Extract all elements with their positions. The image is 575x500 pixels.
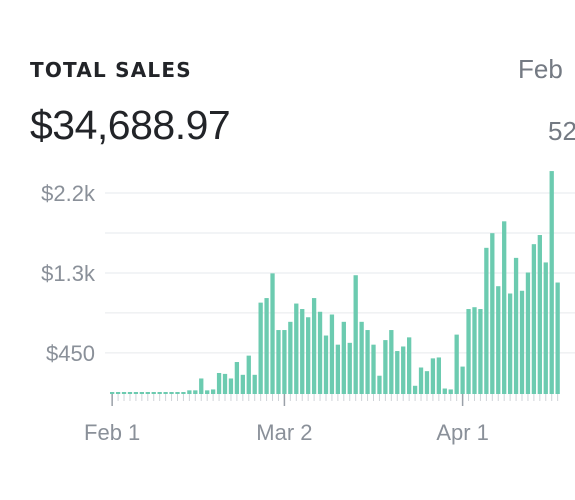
period-value: 52 (548, 116, 575, 146)
bar (466, 309, 471, 394)
bar (442, 388, 447, 394)
bar (401, 346, 406, 394)
bar (270, 273, 275, 394)
bar (151, 392, 156, 394)
bar (300, 309, 305, 394)
bar (246, 355, 251, 394)
bar (323, 335, 329, 394)
bar (210, 389, 216, 394)
bar (389, 330, 394, 394)
bar (454, 334, 459, 394)
bar (484, 247, 489, 394)
bar (294, 303, 299, 394)
bar (240, 374, 245, 394)
bar (430, 358, 436, 394)
bar (282, 330, 287, 394)
bar (412, 385, 418, 394)
bar (127, 392, 133, 394)
bar (341, 321, 346, 394)
bar (145, 392, 150, 394)
x-tick-label: Feb 1 (84, 420, 140, 445)
bar (395, 351, 400, 394)
bar (436, 357, 441, 394)
bar (175, 392, 180, 394)
bar (258, 302, 263, 394)
bar (234, 362, 240, 394)
bar (317, 311, 323, 394)
bar (347, 342, 352, 394)
bar (133, 392, 139, 394)
bar (157, 392, 162, 394)
bar (507, 293, 513, 394)
total-sales-value: $34,688.97 (30, 102, 231, 148)
bar (460, 366, 465, 394)
bar (264, 298, 269, 394)
bar (199, 378, 204, 394)
bar (169, 392, 174, 394)
bar (139, 392, 144, 394)
bar (335, 344, 341, 394)
bar (181, 392, 186, 394)
bar (383, 340, 388, 394)
bar (478, 309, 483, 394)
period-label: Feb (518, 54, 563, 84)
bar (472, 307, 477, 394)
bar (187, 390, 192, 394)
bar (359, 321, 364, 394)
bar (490, 233, 495, 394)
bar (555, 282, 560, 394)
bar (329, 314, 335, 394)
bar (276, 330, 281, 394)
bar (377, 375, 382, 394)
bar (193, 390, 198, 394)
card-title: TOTAL SALES (30, 58, 192, 82)
y-tick-label: $1.3k (41, 261, 96, 286)
bar (407, 337, 412, 394)
bar (216, 372, 222, 394)
y-tick-label: $450 (46, 341, 95, 366)
bar (288, 321, 293, 394)
bar (311, 298, 317, 394)
bar (549, 171, 554, 394)
bar (163, 392, 168, 394)
bar (531, 244, 537, 394)
bar (371, 344, 376, 394)
bar (513, 257, 519, 394)
bar (205, 390, 210, 394)
x-tick-label: Apr 1 (436, 420, 489, 445)
bar (502, 221, 507, 394)
bar (496, 286, 501, 394)
bar (121, 392, 127, 394)
bar (228, 378, 234, 394)
bar (448, 389, 453, 394)
bar (115, 392, 121, 394)
bar (525, 272, 531, 394)
bar (543, 262, 548, 394)
bar (418, 367, 424, 394)
bar (353, 275, 358, 394)
bar (252, 374, 257, 394)
bar (537, 235, 542, 394)
x-tick-label: Mar 2 (256, 420, 312, 445)
bar (424, 371, 430, 394)
bar (110, 392, 115, 394)
bar (519, 290, 525, 394)
bar (222, 373, 228, 394)
bar (365, 330, 370, 394)
y-tick-label: $2.2k (41, 181, 96, 206)
bar (306, 317, 311, 394)
